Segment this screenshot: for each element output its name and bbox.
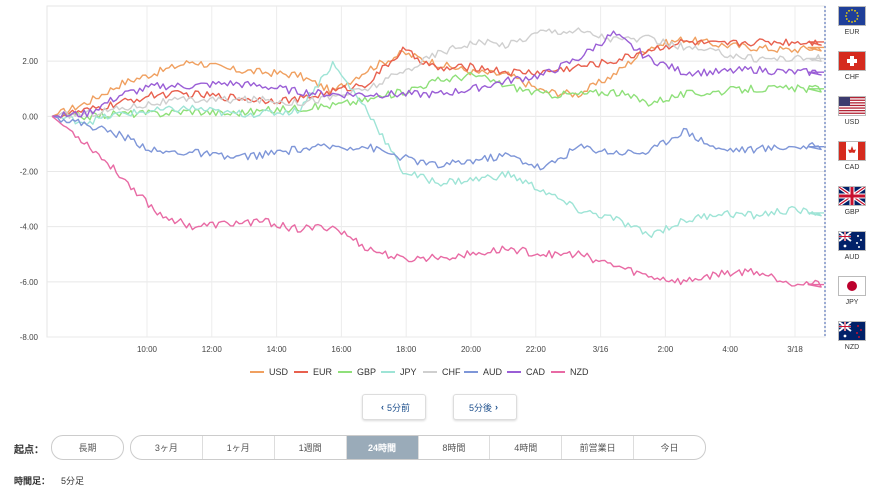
legend-swatch [551,371,565,373]
chevron-right-icon: › [495,402,498,412]
flag-code-label: NZD [844,344,860,351]
chart-series [51,27,824,288]
legend-swatch [464,371,478,373]
range-long-button[interactable]: 長期 [51,435,124,460]
legend-item-cad[interactable]: CAD [507,364,545,380]
x-tick-label: 3/18 [787,345,803,354]
legend-label: CHF [442,367,461,377]
next-5min-button[interactable]: 5分後 › [453,394,517,420]
flag-item-aud[interactable]: AUD [834,231,870,262]
timeframe-label: 時間足： [14,476,51,486]
us-flag-icon [838,96,866,116]
legend-label: EUR [313,367,333,377]
flag-item-nzd[interactable]: NZD [834,321,870,352]
range-button[interactable]: 今日 [633,436,705,459]
range-button[interactable]: 4時間 [489,436,561,459]
timeframe-value: 5分足 [61,476,85,486]
legend-swatch [423,371,437,373]
range-button[interactable]: 24時間 [345,436,418,459]
chevron-left-icon: ‹ [380,402,384,412]
series-line-nzd [51,115,824,288]
origin-label: 起点： [14,445,44,456]
y-tick-label: 2.00 [22,57,38,66]
legend-item-eur[interactable]: EUR [294,364,332,380]
prev-5min-button[interactable]: ‹ 5分前 [362,394,426,420]
flag-code-label: GBP [844,209,860,216]
prev-5min-label: 5分前 [386,402,410,413]
next-5min-label: 5分後 [468,402,492,413]
legend-swatch [250,371,264,373]
legend-swatch [381,371,395,373]
flag-item-usd[interactable]: USD [834,96,870,127]
series-line-eur [51,38,824,119]
x-tick-label: 18:00 [396,345,417,354]
y-tick-label: -8.00 [20,333,39,342]
legend-label: GBP [357,367,377,377]
currency-strength-chart: 2.00 0.00 -2.00 -4.00 -6.00 -8.00 10:00 12:00 14… [20,5,826,354]
x-tick-label: 22:00 [526,345,547,354]
series-line-chf [51,27,824,119]
legend-label: AUD [483,367,503,377]
y-tick-label: -6.00 [20,278,39,287]
canada-flag-icon [838,141,866,161]
flag-item-eur[interactable]: EUR [834,6,870,37]
legend-item-jpy[interactable]: JPY [381,364,417,380]
legend-item-chf[interactable]: CHF [423,364,461,380]
legend-swatch [338,371,352,373]
x-tick-label: 16:00 [331,345,352,354]
flag-code-label: AUD [844,254,860,261]
x-tick-label: 3/16 [593,345,609,354]
australia-flag-icon [838,231,866,251]
range-button[interactable]: 1週間 [273,436,346,459]
series-line-aud [51,115,824,171]
japan-flag-icon [838,276,866,296]
chart-grid [46,5,826,338]
range-button-group: 3ヶ月 1ヶ月 1週間 24時間 8時間 4時間 前営業日 今日 [130,435,706,460]
x-tick-label: 20:00 [461,345,482,354]
flag-item-jpy[interactable]: JPY [834,276,870,307]
y-tick-label: -4.00 [20,223,39,232]
range-button[interactable]: 1ヶ月 [201,436,274,459]
eu-flag-icon [838,6,866,26]
legend-item-usd[interactable]: USD [250,364,288,380]
legend-label: JPY [400,367,417,377]
series-line-usd [51,36,824,117]
legend-label: CAD [526,367,546,377]
legend-swatch [294,371,308,373]
x-tick-label: 4:00 [722,345,738,354]
legend-label: USD [269,367,289,377]
y-tick-label: 0.00 [22,112,38,121]
series-line-jpy [51,60,824,238]
range-button[interactable]: 前営業日 [561,436,633,459]
range-button[interactable]: 3ヶ月 [154,443,178,453]
legend-item-aud[interactable]: AUD [464,364,502,380]
legend-item-nzd[interactable]: NZD [551,364,589,380]
range-button[interactable]: 8時間 [417,436,490,459]
x-tick-label: 2:00 [658,345,674,354]
flag-item-gbp[interactable]: GBP [834,186,870,217]
legend-swatch [507,371,521,373]
chart-axes: 2.00 0.00 -2.00 -4.00 -6.00 -8.00 10:00 12:00 14… [20,6,826,354]
newzealand-flag-icon [838,321,866,341]
flag-code-label: CHF [844,74,860,81]
flag-code-label: CAD [844,164,860,171]
swiss-flag-icon [838,51,866,71]
flag-code-label: JPY [845,299,859,306]
series-line-gbp [52,71,824,121]
x-tick-label: 12:00 [202,345,223,354]
flag-code-label: EUR [844,29,860,36]
x-tick-label: 10:00 [137,345,158,354]
flag-item-cad[interactable]: CAD [834,141,870,172]
legend-item-gbp[interactable]: GBP [338,364,376,380]
x-tick-label: 14:00 [267,345,288,354]
series-line-cad [51,30,824,119]
uk-flag-icon [838,186,866,206]
flag-item-chf[interactable]: CHF [834,51,870,82]
y-tick-label: -2.00 [20,168,39,177]
flag-code-label: USD [844,119,860,126]
legend-label: NZD [570,367,589,377]
